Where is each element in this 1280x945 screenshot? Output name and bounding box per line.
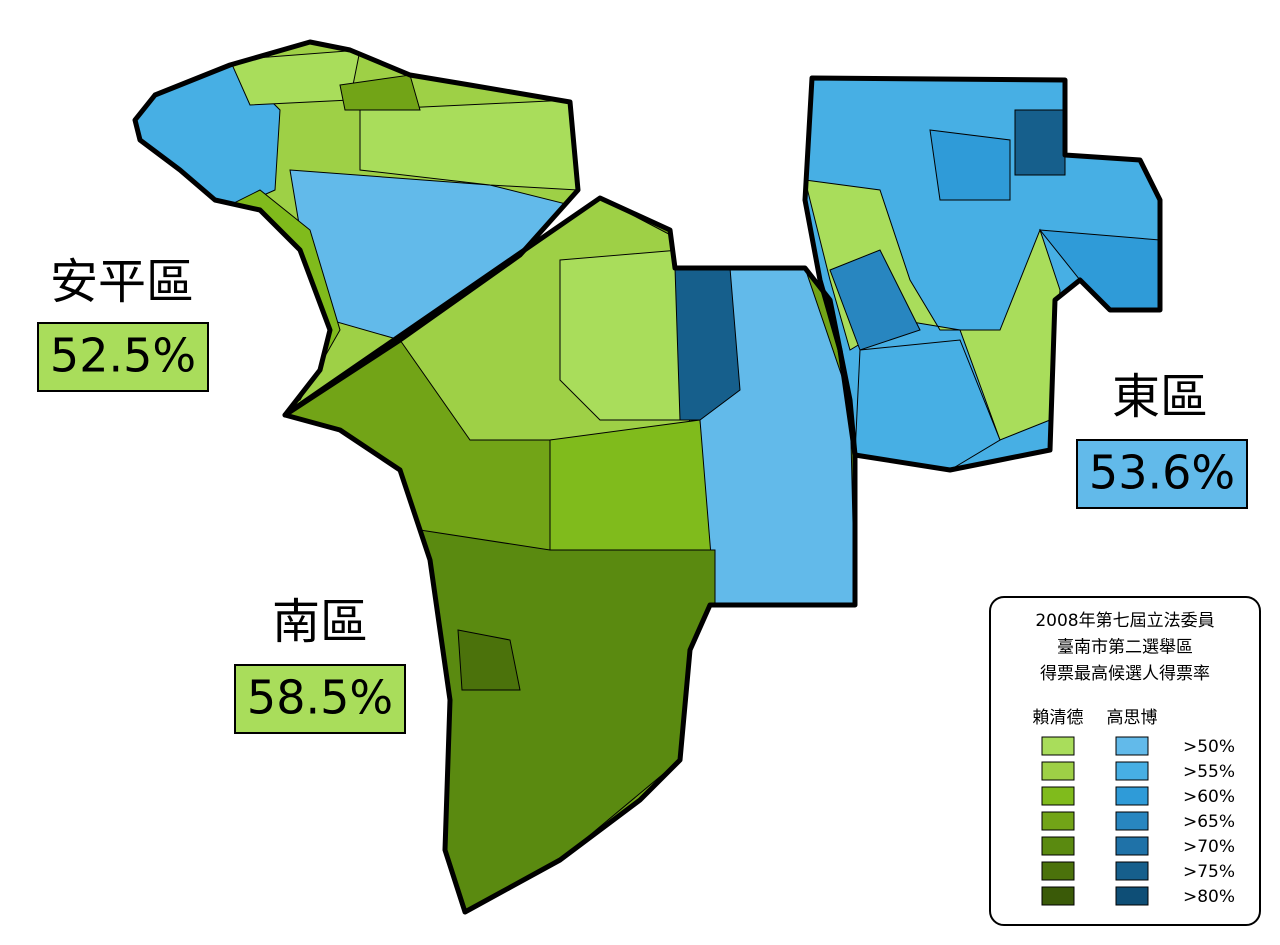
legend-title: 2008年第七屆立法委員 bbox=[1035, 611, 1214, 631]
legend-swatch bbox=[1115, 836, 1149, 856]
legend-label: >65% bbox=[1183, 812, 1235, 832]
legend-swatch bbox=[1115, 886, 1149, 906]
legend-swatch bbox=[1115, 861, 1149, 881]
anping-border bbox=[132, 39, 581, 418]
legend-label: >70% bbox=[1183, 837, 1235, 857]
legend-label: >55% bbox=[1183, 762, 1235, 782]
legend-swatch bbox=[1041, 861, 1075, 881]
legend-swatch bbox=[1041, 786, 1075, 806]
legend-label: >50% bbox=[1183, 737, 1235, 757]
legend-label: >80% bbox=[1183, 887, 1235, 907]
legend-swatch bbox=[1041, 811, 1075, 831]
district-name: 南區 bbox=[272, 594, 368, 650]
district-name: 安平區 bbox=[50, 254, 194, 310]
district-box bbox=[1076, 439, 1248, 509]
district-name: 東區 bbox=[1112, 369, 1208, 425]
legend-title: 得票最高候選人得票率 bbox=[1040, 664, 1210, 684]
legend-candidate: 賴清德 bbox=[1033, 708, 1084, 728]
district-percent: 58.5% bbox=[247, 671, 393, 725]
legend-title: 臺南市第二選舉區 bbox=[1057, 638, 1193, 658]
district-percent: 53.6% bbox=[1089, 446, 1235, 500]
legend-swatch bbox=[1041, 886, 1075, 906]
south-border bbox=[282, 195, 858, 915]
legend-swatch bbox=[1041, 836, 1075, 856]
legend-swatch bbox=[1115, 786, 1149, 806]
legend-swatch bbox=[1115, 811, 1149, 831]
legend-label: >75% bbox=[1183, 862, 1235, 882]
district-percent: 52.5% bbox=[50, 329, 196, 383]
district-box bbox=[234, 664, 406, 734]
legend-candidate: 高思博 bbox=[1107, 708, 1158, 728]
district-box bbox=[37, 322, 209, 392]
legend-swatch bbox=[1115, 736, 1149, 756]
east-border bbox=[802, 75, 1163, 473]
legend-swatch bbox=[1041, 761, 1075, 781]
legend-swatch bbox=[1115, 761, 1149, 781]
legend-label: >60% bbox=[1183, 787, 1235, 807]
legend-swatch bbox=[1041, 736, 1075, 756]
